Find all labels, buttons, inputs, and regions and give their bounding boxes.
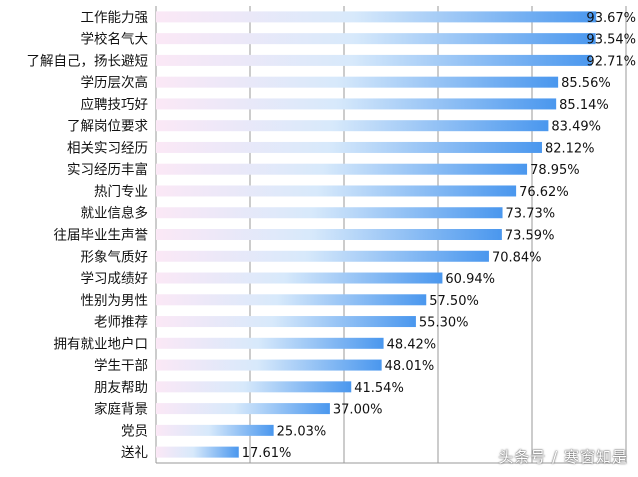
- bar: [156, 185, 517, 197]
- value-label: 85.56%: [561, 76, 611, 91]
- bar: [156, 207, 503, 219]
- value-label: 55.30%: [419, 316, 469, 331]
- value-label: 78.95%: [530, 163, 580, 178]
- bar: [156, 294, 427, 306]
- bar: [156, 337, 384, 349]
- value-label: 73.73%: [506, 207, 556, 222]
- category-label: 性别为男性: [81, 293, 149, 309]
- bar: [156, 163, 528, 175]
- value-label: 48.01%: [385, 359, 435, 374]
- value-label: 41.54%: [354, 381, 404, 396]
- category-label: 相关实习经历: [67, 140, 148, 156]
- category-label: 实习经历丰富: [67, 161, 148, 178]
- category-label: 学校名气大: [81, 31, 149, 48]
- value-label: 85.14%: [559, 98, 609, 113]
- category-label: 朋友帮助: [94, 380, 148, 396]
- category-label: 应聘技巧好: [81, 96, 149, 113]
- category-label: 学生干部: [94, 358, 148, 374]
- value-label: 83.49%: [551, 120, 601, 135]
- bar: [156, 229, 502, 240]
- category-label: 了解岗位要求: [67, 119, 148, 135]
- category-label: 就业信息多: [81, 205, 149, 222]
- value-label: 92.71%: [586, 54, 636, 69]
- category-label: 往届毕业生声誉: [54, 228, 149, 244]
- value-label: 25.03%: [277, 424, 327, 439]
- category-label: 党员: [121, 423, 148, 439]
- bar: [156, 33, 596, 45]
- bar: [156, 98, 557, 110]
- value-label: 37.00%: [333, 403, 383, 418]
- value-label: 76.62%: [519, 185, 569, 200]
- bar: [156, 446, 239, 458]
- value-label: 93.67%: [586, 11, 636, 26]
- category-labels: 工作能力强学校名气大了解自己，扬长避短学历层次高应聘技巧好了解岗位要求相关实习经…: [27, 10, 149, 461]
- category-label: 拥有就业地户口: [54, 335, 149, 352]
- bar: [156, 316, 416, 328]
- category-label: 送礼: [121, 445, 148, 461]
- bar: [156, 272, 443, 284]
- bar: [156, 359, 382, 371]
- bar: [156, 120, 549, 132]
- category-label: 学历层次高: [81, 74, 149, 91]
- bar: [156, 250, 489, 262]
- bar: [156, 54, 592, 66]
- value-label: 48.42%: [387, 337, 437, 352]
- bar: [156, 76, 559, 88]
- value-label: 93.54%: [586, 33, 636, 48]
- category-label: 家庭背景: [94, 401, 148, 418]
- bar: [156, 403, 330, 415]
- category-label: 形象气质好: [81, 249, 149, 265]
- value-label: 17.61%: [242, 446, 292, 461]
- category-label: 学习成绩好: [81, 271, 149, 287]
- bar: [156, 424, 274, 436]
- bar: [156, 141, 542, 153]
- value-label: 70.84%: [492, 250, 542, 265]
- value-label: 57.50%: [429, 294, 479, 309]
- watermark: 头条号 / 寒窗知是: [498, 448, 628, 466]
- value-label: 82.12%: [545, 141, 595, 156]
- category-label: 工作能力强: [81, 10, 149, 26]
- category-label: 热门专业: [94, 184, 148, 200]
- bar: [156, 11, 597, 23]
- bar: [156, 381, 352, 393]
- bars: [156, 11, 597, 458]
- value-label: 60.94%: [445, 272, 495, 287]
- category-label: 老师推荐: [94, 315, 148, 331]
- value-label: 73.59%: [505, 229, 555, 244]
- category-label: 了解自己，扬长避短: [27, 53, 149, 69]
- value-labels: 93.67% 93.54% 92.71% 85.56% 85.14% 83.49% 82.1…: [242, 11, 636, 461]
